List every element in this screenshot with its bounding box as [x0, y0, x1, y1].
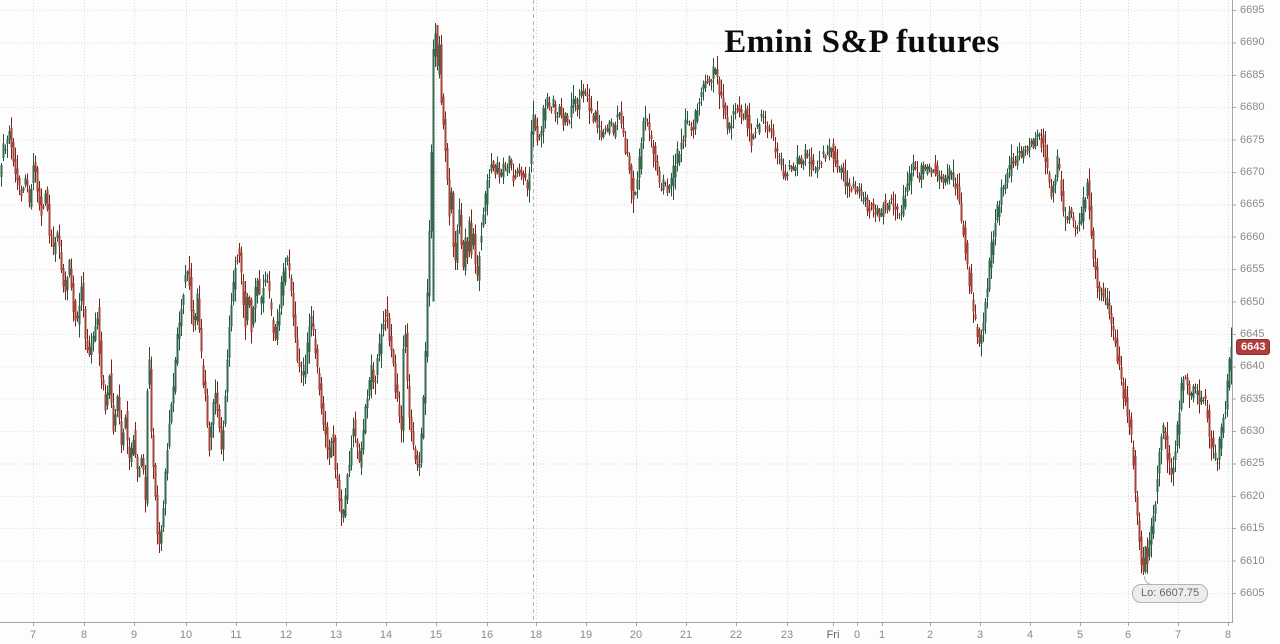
price-tick-label: 6615: [1240, 522, 1265, 535]
price-tick-label: 6685: [1240, 68, 1265, 81]
time-tick-label: 8: [1224, 629, 1232, 641]
time-tick-label: 9: [130, 629, 138, 641]
price-tick-label: 6665: [1240, 198, 1265, 211]
axis-border: [0, 0, 1233, 623]
time-tick-label: 7: [1174, 629, 1182, 641]
time-tick-label: 0: [853, 629, 861, 641]
price-axis[interactable]: 6695 6690 6685 6680 6675 6670 6665 6660 6655 6650…: [1232, 0, 1280, 622]
price-tick-label: 6620: [1240, 489, 1265, 502]
time-tick-label: 14: [379, 629, 393, 641]
price-tick-label: 6690: [1240, 36, 1265, 49]
time-tick-label: 15: [429, 629, 443, 641]
time-tick-label: 23: [780, 629, 794, 641]
low-marker-tooltip: Lo: 6607.75: [1132, 584, 1209, 604]
time-tick-label: 2: [926, 629, 934, 641]
time-tick-label: 22: [729, 629, 743, 641]
time-tick-label: 21: [679, 629, 693, 641]
time-tick-label: 6: [1124, 629, 1132, 641]
time-tick-label: 19: [579, 629, 593, 641]
candles-layer: [0, 22, 1233, 576]
time-tick-label: 7: [29, 629, 37, 641]
axis-tick-marks: [33, 10, 1236, 626]
price-tick-label: 6680: [1240, 101, 1265, 114]
chart-title: Emini S&P futures: [724, 24, 1000, 60]
price-tick-label: 6695: [1240, 4, 1265, 16]
time-tick-label: 3: [976, 629, 984, 641]
time-tick-label: 10: [179, 629, 193, 641]
price-tick-label: 6625: [1240, 457, 1265, 470]
price-tick-label: 6635: [1240, 392, 1265, 405]
price-tick-label: 6675: [1240, 133, 1265, 146]
time-tick-label: 1: [878, 629, 886, 641]
time-tick-label: 16: [480, 629, 494, 641]
time-tick-label: Fri: [826, 629, 840, 641]
grid-layer: [0, 0, 1232, 622]
time-tick-label: 20: [629, 629, 643, 641]
time-tick-label: 13: [329, 629, 343, 641]
price-tick-label: 6660: [1240, 230, 1265, 243]
time-tick-label: 11: [230, 629, 242, 641]
price-tick-label: 6630: [1240, 425, 1265, 438]
price-tick-label: 6655: [1240, 263, 1265, 276]
last-price-flag: 6643: [1236, 338, 1271, 355]
time-axis[interactable]: 7 8 9 10 11 12 13 14 15 16 18 19 20 21 22 23 Fri 0 1 2 3 4 5 6 7…: [0, 622, 1280, 644]
time-tick-label: 18: [529, 629, 543, 641]
price-tick-label: 6605: [1240, 587, 1265, 599]
price-tick-label: 6650: [1240, 295, 1265, 308]
time-tick-label: 8: [80, 629, 88, 641]
time-tick-label: 12: [279, 629, 293, 641]
low-marker-tail: [1144, 576, 1151, 585]
price-tick-label: 6645: [1240, 327, 1265, 340]
price-tick-label: 6640: [1240, 360, 1265, 373]
price-tick-label: 6610: [1240, 554, 1265, 567]
time-tick-label: 5: [1076, 629, 1084, 641]
time-tick-label: 4: [1026, 629, 1034, 641]
price-tick-label: 6670: [1240, 165, 1265, 178]
